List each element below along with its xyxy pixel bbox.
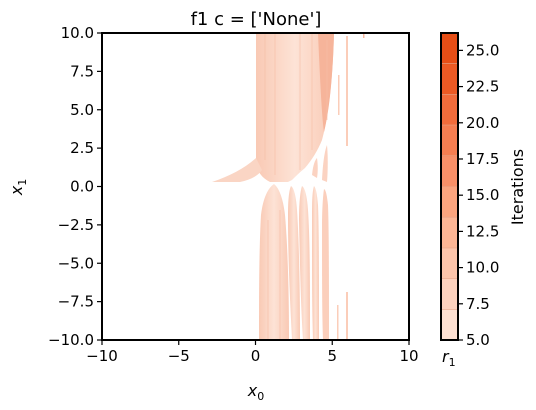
x-axis: −10 −5 0 5 10 xyxy=(86,340,419,365)
colorbar-tick-label: 17.5 xyxy=(466,150,499,168)
lower-arc-1 xyxy=(259,184,289,340)
stripe-lower-mid xyxy=(337,305,339,340)
colorbar-band xyxy=(441,155,458,187)
y-tick-label: 0.0 xyxy=(70,178,94,196)
upper-spike-2 xyxy=(322,145,328,182)
x-tick-label: 5 xyxy=(327,347,337,365)
upper-band xyxy=(256,33,334,182)
x-tick-label: −5 xyxy=(168,347,190,365)
heatmap-field xyxy=(212,33,365,340)
colorbar-bottom-label: r1 xyxy=(442,347,456,369)
y-tick-label: 5.0 xyxy=(70,101,94,119)
colorbar-frame xyxy=(440,32,459,341)
x-tick-label: −10 xyxy=(86,347,118,365)
y-axis-label-base: x xyxy=(7,185,26,196)
colorbar-tick-label: 7.5 xyxy=(466,295,490,313)
colorbar-label: Iterations xyxy=(508,149,527,225)
lower-arc-3 xyxy=(299,186,310,340)
y-axis-label: x1 xyxy=(7,179,29,196)
colorbar-tick-label: 12.5 xyxy=(466,222,499,240)
colorbar-tick-label: 25.0 xyxy=(466,41,499,59)
colorbar-tick-label: 5.0 xyxy=(466,331,490,349)
y-tick-label: 10.0 xyxy=(61,24,94,42)
stripe-tiny xyxy=(363,33,365,38)
lower-arc-5 xyxy=(322,189,329,340)
colorbar-band xyxy=(441,186,458,218)
y-tick-label: 2.5 xyxy=(70,139,94,157)
y-axis: 10.0 7.5 5.0 2.5 0.0 −2.5 −5.0 −7.5 −10.0 xyxy=(48,24,102,349)
colorbar-tick-label: 15.0 xyxy=(466,186,499,204)
colorbar-band xyxy=(441,247,458,280)
y-tick-label: −5.0 xyxy=(58,254,94,272)
x-axis-label-sub: 0 xyxy=(257,390,264,403)
colorbar-tick-label: 10.0 xyxy=(466,259,499,277)
stripe-right-lower xyxy=(346,292,348,340)
colorbar-band xyxy=(441,125,458,157)
stripe-right-mid xyxy=(338,75,340,115)
plot-frame xyxy=(101,32,410,341)
colorbar-tick-label: 22.5 xyxy=(466,78,499,96)
colorbar-band xyxy=(441,217,458,249)
colorbar-band xyxy=(441,63,458,95)
x-tick-label: 0 xyxy=(251,347,261,365)
colorbar xyxy=(441,33,458,341)
x-axis-label: x0 xyxy=(247,381,264,403)
colorbar-band xyxy=(441,278,458,310)
x-tick-label: 10 xyxy=(399,347,418,365)
colorbar-bottom-label-base: r xyxy=(442,347,450,366)
colorbar-ticks: 5.0 7.5 10.0 12.5 15.0 17.5 20.0 22.5 25.0 xyxy=(458,41,499,349)
colorbar-band xyxy=(441,309,458,341)
y-tick-label: −2.5 xyxy=(58,216,94,234)
y-tick-label: −10.0 xyxy=(48,331,94,349)
y-tick-label: −7.5 xyxy=(58,293,94,311)
colorbar-bottom-label-sub: 1 xyxy=(449,356,456,369)
lower-arc-4 xyxy=(312,186,319,340)
colorbar-band xyxy=(441,33,458,65)
chart-title: f1 c = ['None'] xyxy=(191,9,322,30)
colorbar-tick-label: 20.0 xyxy=(466,114,499,132)
y-tick-label: 7.5 xyxy=(70,62,94,80)
left-wing xyxy=(212,158,262,182)
upper-spike-1 xyxy=(312,158,318,178)
upper-band-edge xyxy=(318,33,334,132)
lower-arc-2 xyxy=(288,186,300,340)
y-axis-label-sub: 1 xyxy=(16,179,29,186)
x-axis-label-base: x xyxy=(247,381,258,400)
colorbar-band xyxy=(441,94,458,126)
stripe-right-upper xyxy=(346,36,348,146)
